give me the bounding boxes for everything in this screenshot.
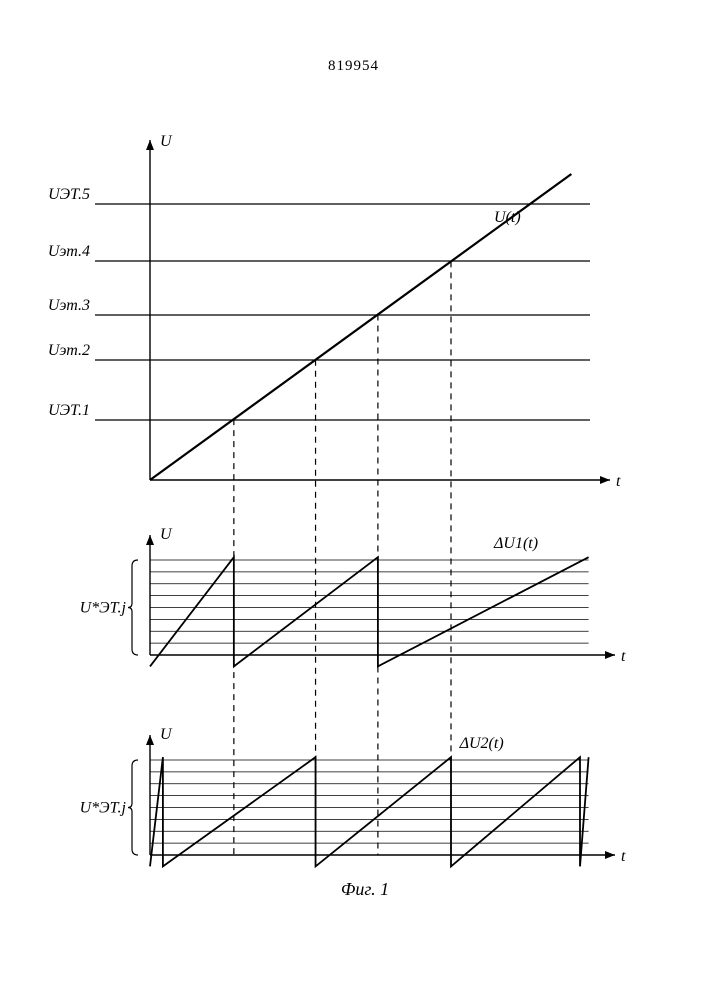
svg-text:Uэт.4: Uэт.4 <box>48 243 90 260</box>
svg-text:U: U <box>160 133 173 150</box>
svg-text:Uэт.3: Uэт.3 <box>48 297 90 314</box>
svg-text:t: t <box>616 473 621 490</box>
page: 819954 UtUЭТ.1Uэт.2Uэт.3Uэт.4UЭТ.5U(t)Ut… <box>0 0 707 1000</box>
svg-text:t: t <box>621 848 626 865</box>
svg-text:Uэт.2: Uэт.2 <box>48 342 90 359</box>
svg-text:U*ЭТ.j: U*ЭТ.j <box>80 600 127 617</box>
svg-text:t: t <box>621 648 626 665</box>
svg-text:ΔU1(t): ΔU1(t) <box>493 535 538 552</box>
svg-text:U: U <box>160 526 173 543</box>
svg-text:Фиг. 1: Фиг. 1 <box>341 879 389 899</box>
svg-text:U(t): U(t) <box>494 209 521 226</box>
svg-text:U: U <box>160 726 173 743</box>
figure-svg: Ut UЭТ.1 Uэт.2 Uэт.3 Uэт.4 UЭТ.5 U(t) Ut U*ЭТ.j Δ… <box>0 0 707 1000</box>
svg-text:U*ЭТ.j: U*ЭТ.j <box>80 800 127 817</box>
svg-text:UЭТ.5: UЭТ.5 <box>48 186 90 203</box>
svg-text:UЭТ.1: UЭТ.1 <box>48 402 90 419</box>
svg-text:ΔU2(t): ΔU2(t) <box>459 735 504 752</box>
